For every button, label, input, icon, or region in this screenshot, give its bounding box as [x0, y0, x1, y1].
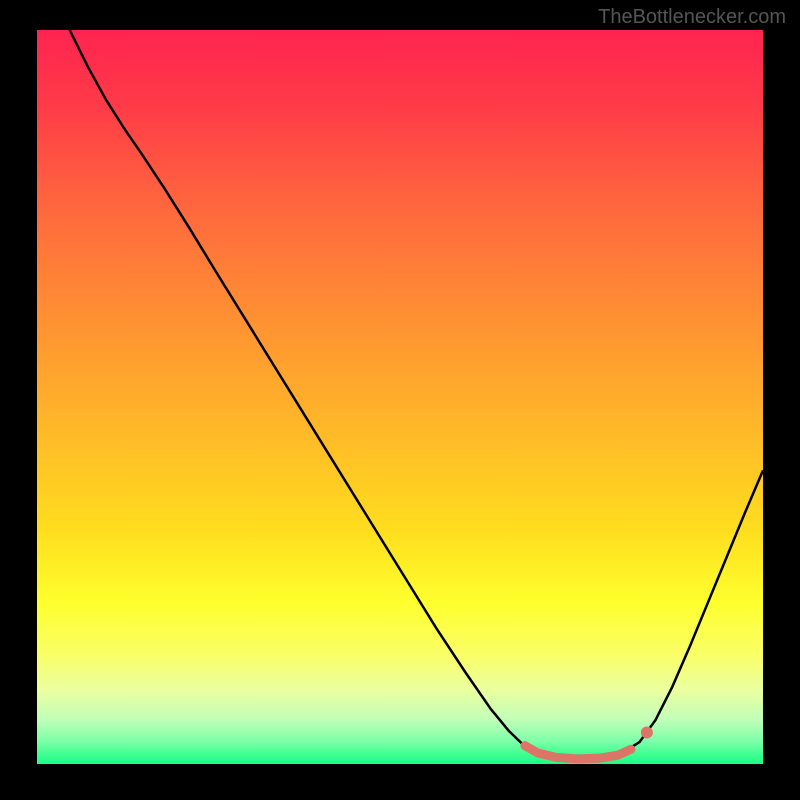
watermark-text: TheBottlenecker.com: [598, 6, 786, 29]
optimal-point-marker: [641, 726, 653, 738]
bottleneck-curve: [70, 30, 763, 758]
optimal-range-marker: [525, 746, 631, 759]
chart-curve-layer: [37, 30, 763, 764]
chart-plot-area: [37, 30, 763, 764]
